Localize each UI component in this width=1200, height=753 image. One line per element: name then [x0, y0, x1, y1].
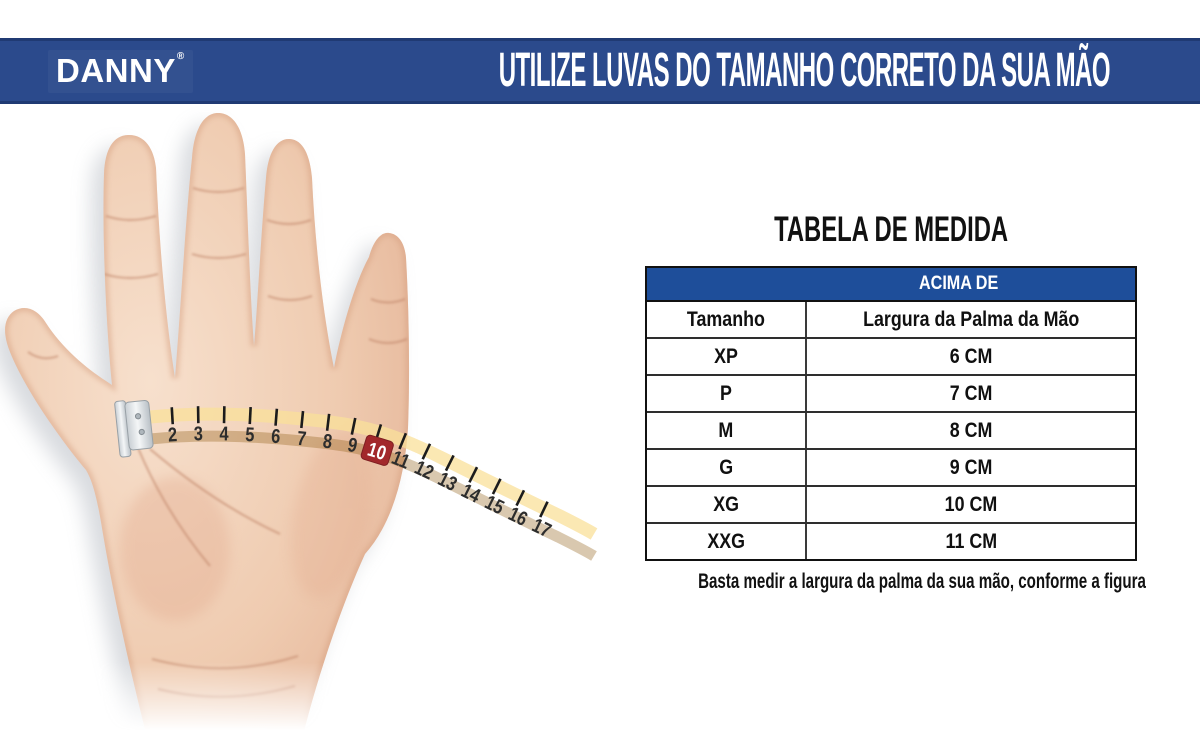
width-value: 7 CM: [949, 381, 993, 405]
tape-number: 7: [296, 426, 307, 450]
tape-number: 10: [360, 434, 394, 466]
table-caption: Basta medir a largura da palma da sua mã…: [698, 570, 1146, 593]
tape-number: 6: [270, 424, 281, 448]
tape-number: 4: [219, 422, 229, 445]
svg-text:8: 8: [322, 429, 334, 453]
table-row: XP 6 CM: [647, 337, 1135, 374]
width-value: 8 CM: [949, 418, 993, 442]
size-value: XP: [647, 339, 807, 374]
size-value: XG: [647, 487, 807, 522]
width-value: 11 CM: [945, 529, 997, 553]
svg-text:6: 6: [270, 424, 281, 448]
column-header-size: Tamanho: [647, 302, 807, 337]
table-header-band: ACIMA DE: [647, 268, 1135, 300]
registered-mark: ®: [176, 50, 185, 62]
tape-number: 3: [194, 422, 204, 445]
size-value: M: [647, 413, 807, 448]
column-header-row: Tamanho Largura da Palma da Mão: [647, 300, 1135, 337]
width-value: 6 CM: [949, 344, 993, 368]
table-row: P 7 CM: [647, 374, 1135, 411]
width-value: 10 CM: [944, 492, 998, 516]
table-row: M 8 CM: [647, 411, 1135, 448]
table-body: XP 6 CM P 7 CM M 8 CM G 9 CM XG 10 CM XXG 11 CM: [647, 337, 1135, 559]
width-value: 9 CM: [949, 455, 993, 479]
svg-text:5: 5: [245, 422, 255, 445]
size-value: P: [647, 376, 807, 411]
svg-text:3: 3: [194, 422, 204, 445]
measure-panel: TABELA DE MEDIDA ACIMA DE Tamanho Largur…: [645, 104, 1146, 594]
brand-logo: DANNY®: [48, 49, 193, 93]
column-header-width: Largura da Palma da Mão: [862, 307, 1080, 331]
tape-cm-ticks: [170, 406, 549, 518]
banner-title: UTILIZE LUVAS DO TAMANHO CORRETO DA SUA …: [498, 44, 1110, 97]
size-value: XXG: [647, 524, 807, 559]
table-row: G 9 CM: [647, 448, 1135, 485]
tape-number: 9: [346, 433, 360, 457]
svg-text:2: 2: [167, 422, 177, 445]
table-title: TABELA DE MEDIDA: [773, 210, 1009, 249]
table-row: XG 10 CM: [647, 485, 1135, 522]
table-row: XXG 11 CM: [647, 522, 1135, 559]
size-table: ACIMA DE Tamanho Largura da Palma da Mão…: [645, 266, 1137, 561]
tape-number: 2: [167, 422, 177, 445]
tape-number: 5: [245, 422, 255, 445]
table-header-label: ACIMA DE: [918, 273, 999, 294]
svg-text:7: 7: [296, 426, 307, 450]
header-banner: DANNY® UTILIZE LUVAS DO TAMANHO CORRETO …: [0, 38, 1200, 104]
tape-end-clip: [114, 399, 154, 458]
size-value: G: [647, 450, 807, 485]
tape-number: 8: [322, 429, 334, 453]
tape-highlight-box: [360, 434, 394, 466]
svg-text:4: 4: [219, 422, 229, 445]
svg-text:9: 9: [346, 433, 360, 457]
brand-logo-text: DANNY: [56, 51, 176, 89]
